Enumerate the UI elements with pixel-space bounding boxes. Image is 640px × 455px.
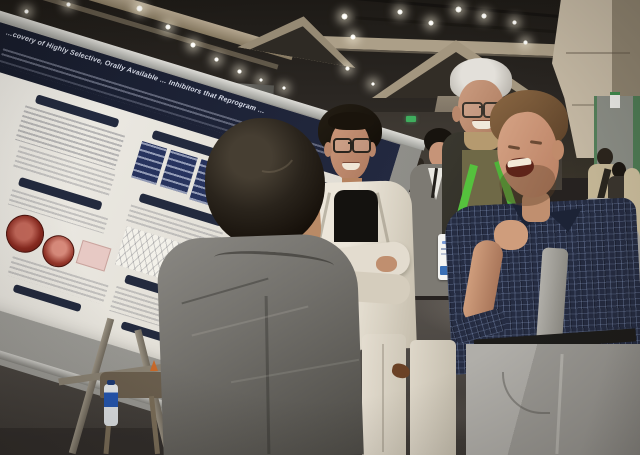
ceiling-light [345,66,350,71]
ceiling-light [165,24,171,30]
crowd-head [612,162,626,178]
ceiling-light [66,2,71,7]
ceiling-light [350,34,356,40]
exit-sign [406,116,416,122]
ceiling-light [455,6,462,13]
ceiling-light [282,86,286,90]
presenter-pants [410,340,456,455]
ceiling-light [523,40,528,45]
ceiling-light [397,9,403,15]
pants-pocket-seam [502,372,550,414]
presenter-pants [362,334,406,455]
older-man-glasses-bridge [479,106,484,108]
presenter-tshirt [334,190,378,242]
presenter-glasses-bridge [348,142,352,144]
crowd-head [415,158,424,169]
water-bottle [104,380,118,426]
crowd-head [597,148,613,166]
far-board-tag [610,92,620,108]
laughing-man-teeth [506,157,532,168]
ceiling-light [481,13,487,19]
older-man-collar [464,132,500,150]
foreground-hair [205,118,325,248]
laughing-man-pants [466,344,640,455]
ceiling-light [214,57,219,62]
ceiling-light [341,13,348,20]
laughing-man-ear [552,140,564,160]
pillar-seam [566,52,630,54]
ceiling-light [259,78,263,82]
traffic-cone [150,360,158,371]
presenter-glasses [352,138,371,153]
presenter-ear [324,142,332,157]
ceiling-light [512,20,517,25]
pants-crease [555,353,564,455]
presenter-hand [376,256,397,272]
ceiling-light [428,20,434,26]
presenter-smile [342,162,360,170]
poster-histology-figure [75,239,112,272]
older-man-glasses [462,102,483,118]
presenter-glasses [333,138,352,153]
presenter-pants-crease [382,344,384,452]
presenter-fringe [328,112,374,130]
ceiling-light [24,9,29,14]
ceiling-light [136,5,143,12]
older-man-ear [452,106,461,122]
ceiling-light [190,42,196,48]
ceiling-light [371,82,375,86]
older-man-smile [472,120,494,129]
ceiling-light [237,69,242,74]
presenter-ear [368,142,376,157]
bottle-cap [107,380,115,385]
